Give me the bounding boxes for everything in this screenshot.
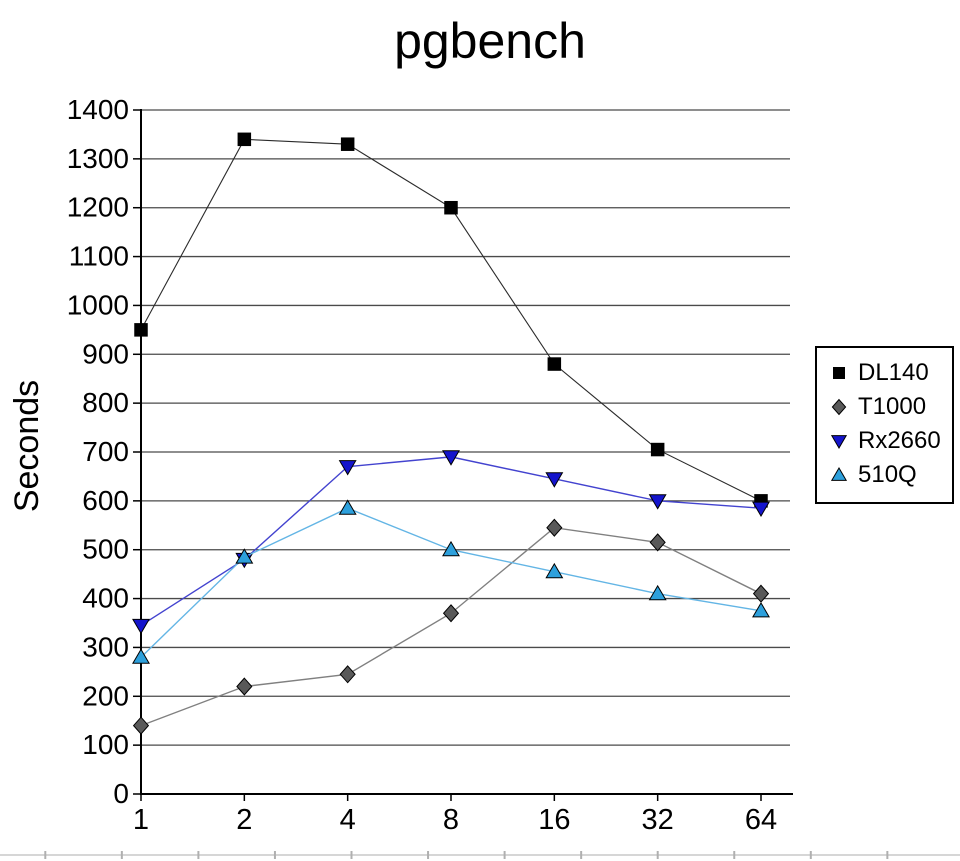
y-axis-ticks: 0 100 200 300 400 500 600 700 800 900 1000 1100 1200… [67, 94, 141, 809]
y-tick-label: 600 [82, 485, 129, 516]
legend-item-rx2660: Rx2660 [828, 427, 948, 455]
bottom-ruler [0, 851, 960, 859]
y-tick-label: 200 [82, 680, 129, 711]
y-tick-label: 400 [82, 583, 129, 614]
y-tick-label: 700 [82, 436, 129, 467]
gridlines [141, 109, 790, 746]
legend-label: T1000 [858, 393, 927, 420]
y-tick-label: 1100 [69, 241, 129, 272]
x-tick-label: 16 [538, 804, 570, 836]
y-tick-label: 0 [113, 778, 129, 809]
y-tick-label: 1300 [67, 143, 129, 174]
series-510q [132, 499, 770, 664]
x-tick-label: 64 [745, 804, 777, 836]
y-tick-label: 800 [82, 387, 129, 418]
x-tick-label: 2 [236, 804, 252, 836]
y-tick-label: 900 [82, 338, 129, 369]
x-tick-label: 8 [443, 804, 459, 836]
diamond-icon [831, 398, 847, 416]
legend-label: 510Q [858, 461, 917, 488]
y-tick-label: 500 [82, 534, 129, 565]
series-dl140 [134, 132, 768, 508]
chart-title: pgbench [394, 13, 586, 69]
series-t1000 [132, 518, 770, 735]
legend-item-dl140: DL140 [828, 359, 948, 387]
triangle-up-icon [830, 467, 848, 481]
x-tick-label: 1 [133, 804, 149, 836]
x-tick-label: 32 [642, 804, 674, 836]
y-tick-label: 1200 [67, 192, 129, 223]
x-axis-ticks: 1 2 4 8 16 32 64 [133, 794, 777, 836]
legend-item-t1000: T1000 [828, 393, 948, 421]
triangle-down-icon [830, 435, 848, 449]
legend-label: Rx2660 [858, 427, 941, 454]
y-tick-label: 1000 [67, 289, 129, 320]
x-tick-label: 4 [340, 804, 356, 836]
square-icon [833, 367, 845, 379]
legend-item-510q: 510Q [828, 461, 948, 489]
legend-label: DL140 [858, 359, 929, 386]
y-tick-label: 100 [82, 729, 129, 760]
y-tick-label: 300 [82, 631, 129, 662]
y-tick-label: 1400 [67, 94, 129, 125]
legend: DL140 T1000 Rx2660 510Q [815, 346, 954, 504]
